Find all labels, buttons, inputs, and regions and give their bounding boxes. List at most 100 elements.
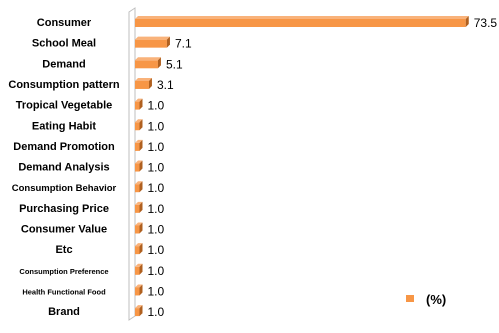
bar-end	[139, 98, 143, 110]
bar-group	[135, 16, 469, 27]
bar-end	[139, 284, 143, 296]
bar-top	[135, 243, 143, 247]
bar	[135, 80, 149, 89]
bar	[135, 101, 140, 110]
bar-end	[166, 36, 170, 48]
category-label: Eating Habit	[32, 120, 97, 132]
bar-top	[135, 16, 469, 19]
bar	[135, 19, 466, 27]
bar	[135, 163, 140, 172]
bars-layer	[135, 16, 469, 317]
bar-end	[465, 16, 469, 27]
bar-top	[135, 119, 143, 123]
bar	[135, 246, 140, 255]
bar-end	[139, 201, 143, 213]
bar-group	[135, 201, 143, 213]
category-label: Brand	[48, 306, 80, 318]
value-label: 7.1	[175, 37, 192, 51]
value-label: 1.0	[148, 284, 165, 298]
bar-end	[157, 57, 161, 69]
category-label: Purchasing Price	[19, 203, 109, 215]
legend-label: (%)	[426, 292, 446, 307]
bar	[135, 60, 158, 69]
value-label: 1.0	[148, 243, 165, 257]
bar	[135, 122, 140, 131]
value-label: 1.0	[148, 264, 165, 278]
value-label: 1.0	[148, 305, 165, 319]
bar-top	[135, 305, 143, 309]
value-label: 1.0	[148, 140, 165, 154]
bar-top	[135, 98, 143, 102]
category-label: Health Functional Food	[22, 287, 106, 296]
bar-top	[135, 139, 143, 143]
bar-end	[139, 181, 143, 193]
bar-group	[135, 139, 143, 151]
bar	[135, 142, 140, 151]
bar-group	[135, 98, 143, 110]
bar-top	[135, 222, 143, 226]
category-label: School Meal	[32, 38, 96, 50]
bar	[135, 204, 140, 213]
category-label: Consumption Preference	[19, 267, 108, 276]
bar-group	[135, 263, 143, 275]
value-label: 1.0	[148, 119, 165, 133]
category-label: Consumption pattern	[8, 79, 119, 91]
bar-group	[135, 119, 143, 131]
category-label: Etc	[55, 244, 72, 256]
axis-wall	[128, 7, 136, 321]
legend: (%)	[406, 292, 446, 307]
category-label: Demand	[42, 58, 85, 70]
category-label: Consumption Behavior	[12, 183, 117, 194]
category-labels: Consumer School Meal Demand Consumption pat…	[8, 17, 119, 318]
category-label: Tropical Vegetable	[16, 100, 113, 112]
bar-end	[139, 160, 143, 172]
bar-end	[139, 305, 143, 317]
value-label: 1.0	[148, 99, 165, 113]
bar-end	[139, 139, 143, 151]
bar-top	[135, 263, 143, 267]
category-label: Consumer Value	[21, 224, 107, 236]
bar	[135, 308, 140, 317]
value-label: 1.0	[148, 181, 165, 195]
bar-end	[139, 263, 143, 275]
bar-group	[135, 57, 161, 69]
bar-top	[135, 57, 161, 61]
bar-group	[135, 243, 143, 255]
bar-top	[135, 36, 170, 40]
value-label: 1.0	[148, 223, 165, 237]
bar-group	[135, 160, 143, 172]
bar-end	[148, 77, 152, 89]
value-labels: 73.5 7.1 5.1 3.1 1.0 1.0 1.0 1.0 1.0 1.0 1.0 1.0 1.0…	[148, 16, 498, 319]
bar-group	[135, 77, 152, 89]
bar-top	[135, 160, 143, 164]
bar	[135, 225, 140, 234]
value-label: 1.0	[148, 202, 165, 216]
bar-end	[139, 119, 143, 131]
category-label: Demand Promotion	[13, 141, 115, 153]
bar-top	[135, 284, 143, 288]
bar-top	[135, 77, 152, 81]
bar-top	[135, 201, 143, 205]
bar-top	[135, 181, 143, 185]
bar-end	[139, 243, 143, 255]
category-label: Consumer	[37, 17, 92, 29]
value-label: 5.1	[166, 57, 183, 71]
bar	[135, 184, 140, 193]
bar-group	[135, 36, 170, 48]
bar-group	[135, 305, 143, 317]
bar-group	[135, 284, 143, 296]
value-label: 73.5	[474, 16, 498, 30]
value-label: 3.1	[157, 78, 174, 92]
bar	[135, 39, 167, 48]
value-label: 1.0	[148, 161, 165, 175]
bar-end	[139, 222, 143, 234]
legend-swatch	[406, 295, 414, 302]
bar	[135, 266, 140, 275]
bar-group	[135, 181, 143, 193]
bar	[135, 287, 140, 296]
category-label: Demand Analysis	[18, 162, 109, 174]
bar-group	[135, 222, 143, 234]
axis-layer	[128, 7, 136, 321]
